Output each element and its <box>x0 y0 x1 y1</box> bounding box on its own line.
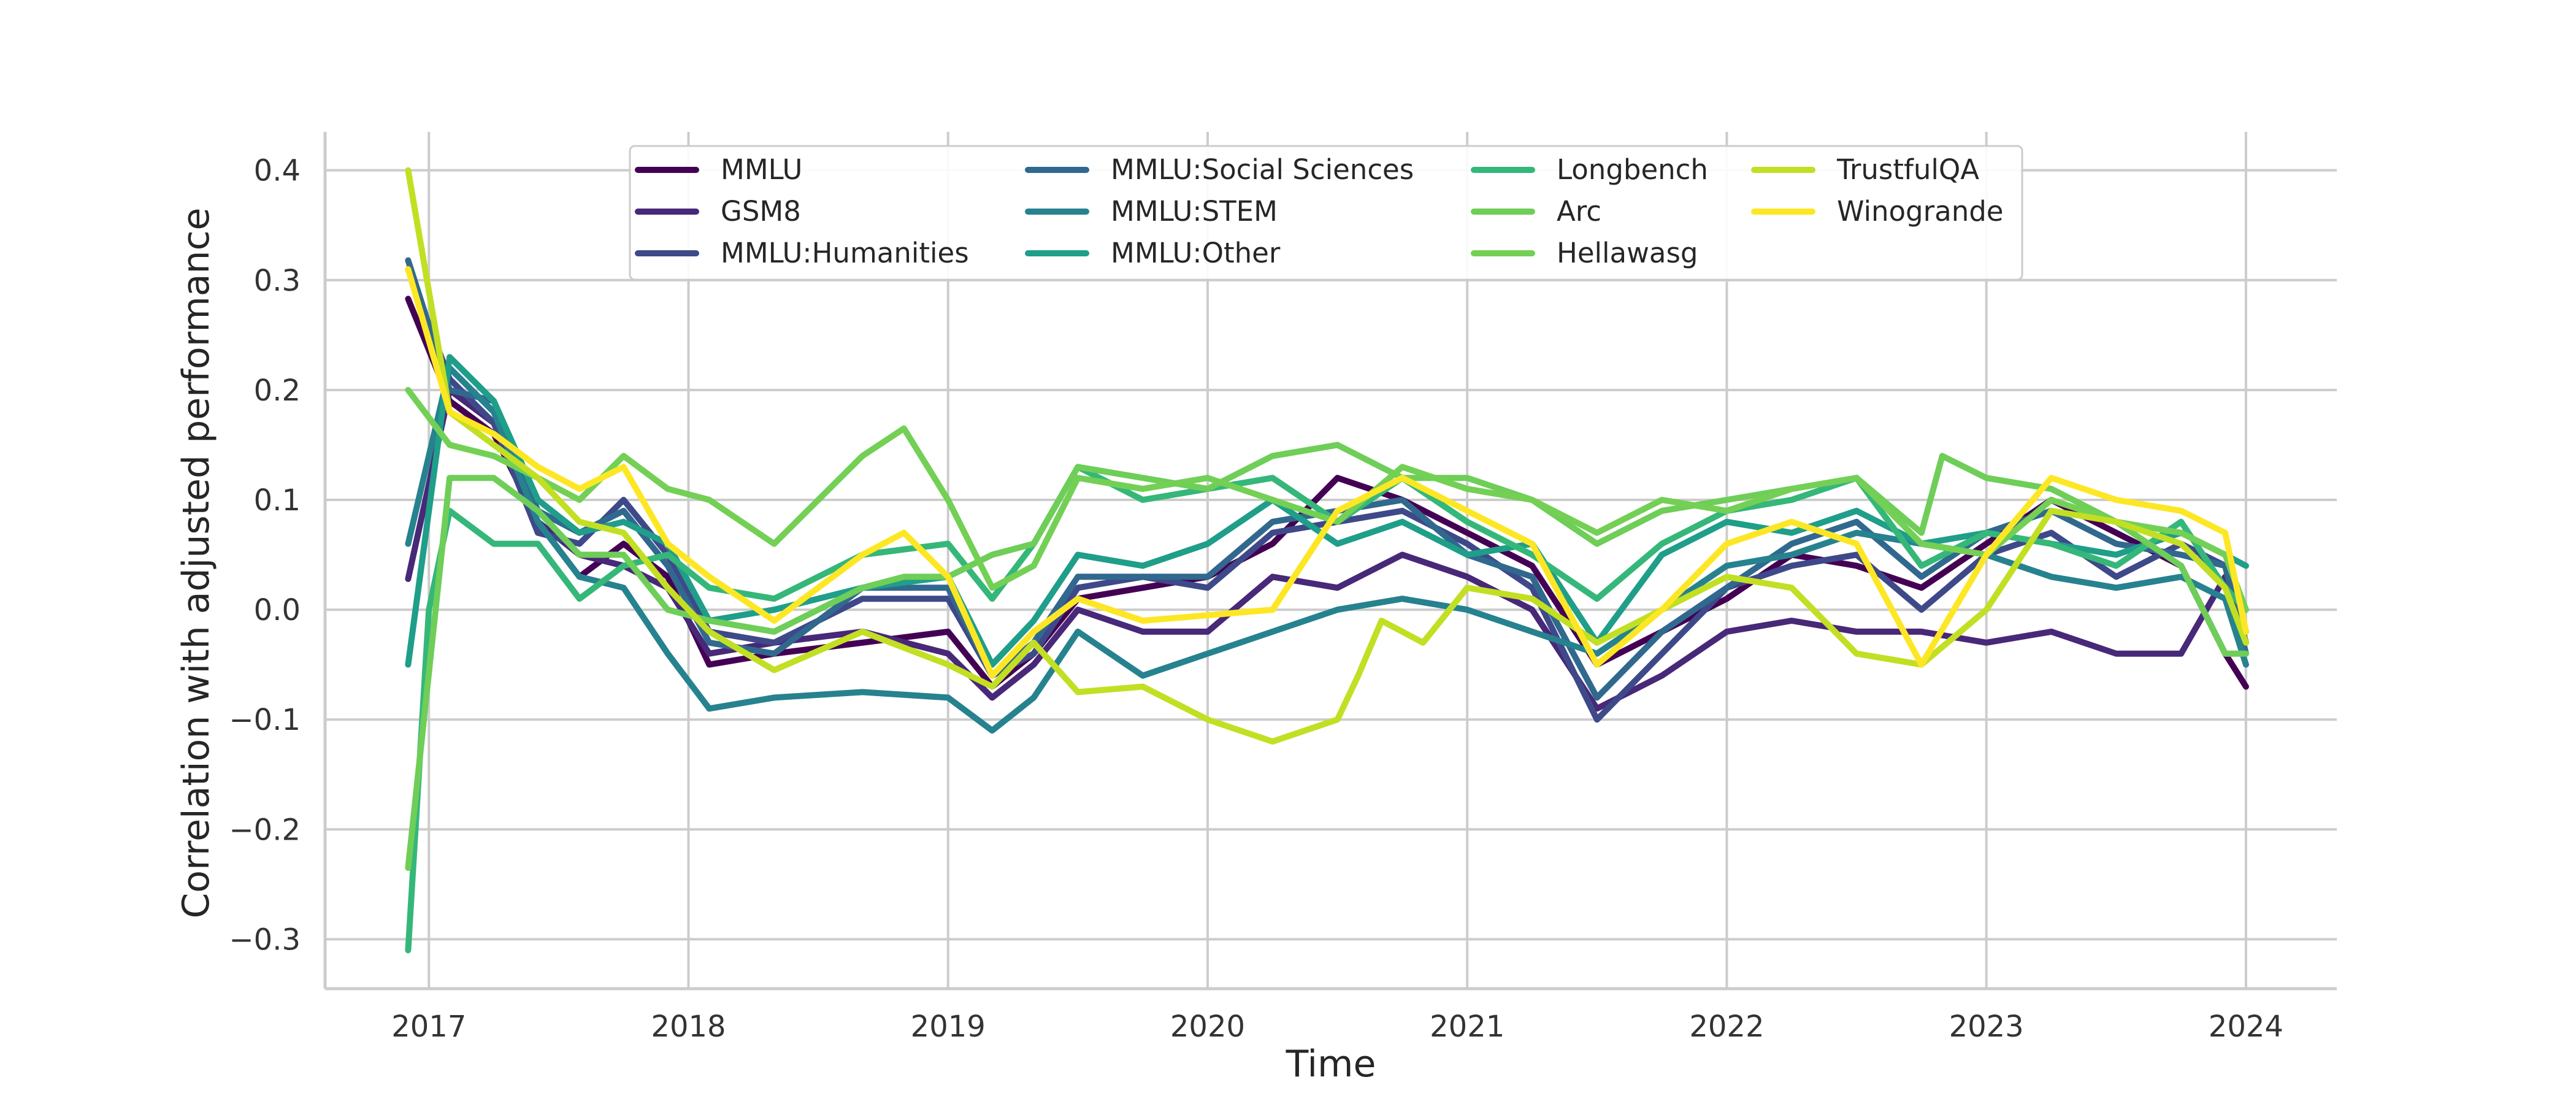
y-tick-label: 0.0 <box>254 593 301 627</box>
series-lines <box>405 167 2249 954</box>
legend-label: TrustfulQA <box>1836 153 1979 186</box>
x-tick-label: 2021 <box>1430 1010 1505 1044</box>
legend-label: Longbench <box>1557 153 1708 186</box>
x-tick-label: 2020 <box>1170 1010 1245 1044</box>
y-axis-label: Correlation with adjusted performance <box>175 208 218 919</box>
x-tick-label: 2022 <box>1689 1010 1764 1044</box>
axes-spines <box>323 132 2337 991</box>
series-line-hellawasg <box>405 386 2249 613</box>
legend-label: MMLU:Humanities <box>721 237 969 269</box>
y-tick-label: 0.4 <box>254 154 301 188</box>
legend-label: MMLU <box>721 153 802 186</box>
y-tick-label: 0.3 <box>254 264 301 298</box>
x-tick-label: 2017 <box>391 1010 466 1044</box>
series-line-arc <box>405 442 2249 871</box>
legend-label: MMLU:Other <box>1111 237 1281 269</box>
x-tick-label: 2024 <box>2209 1010 2283 1044</box>
legend: MMLU GSM8 MMLU:Humanities MMLU:Social Scien… <box>629 145 2023 281</box>
legend-label: MMLU:Social Sciences <box>1111 153 1414 186</box>
x-tick-label: 2023 <box>1949 1010 2024 1044</box>
x-tick-label: 2019 <box>911 1010 986 1044</box>
legend-label: MMLU:STEM <box>1111 195 1278 228</box>
x-axis-label: Time <box>1286 1043 1376 1086</box>
series-line-winogrande <box>405 266 2249 679</box>
x-tick-labels: 2017 2018 2019 2020 2021 2022 2023 2024 <box>391 1010 2283 1044</box>
legend-label: Hellawasg <box>1557 237 1698 269</box>
x-tick-label: 2018 <box>651 1010 726 1044</box>
legend-label: GSM8 <box>721 195 801 228</box>
y-tick-labels: 0.4 0.3 0.2 0.1 0.0 −0.1 −0.2 −0.3 <box>229 154 301 957</box>
legend-frame <box>629 145 2023 281</box>
y-tick-label: −0.3 <box>229 922 301 957</box>
y-tick-label: 0.2 <box>254 374 301 408</box>
legend-label: Arc <box>1557 195 1601 228</box>
series-line-mmlu-humanities <box>405 266 2249 723</box>
legend-label: Winogrande <box>1837 195 2003 228</box>
series-line-trustfulqa <box>405 167 2249 745</box>
y-tick-label: −0.2 <box>229 813 301 847</box>
y-tick-label: −0.1 <box>229 703 301 737</box>
y-tick-label: 0.1 <box>254 483 301 518</box>
